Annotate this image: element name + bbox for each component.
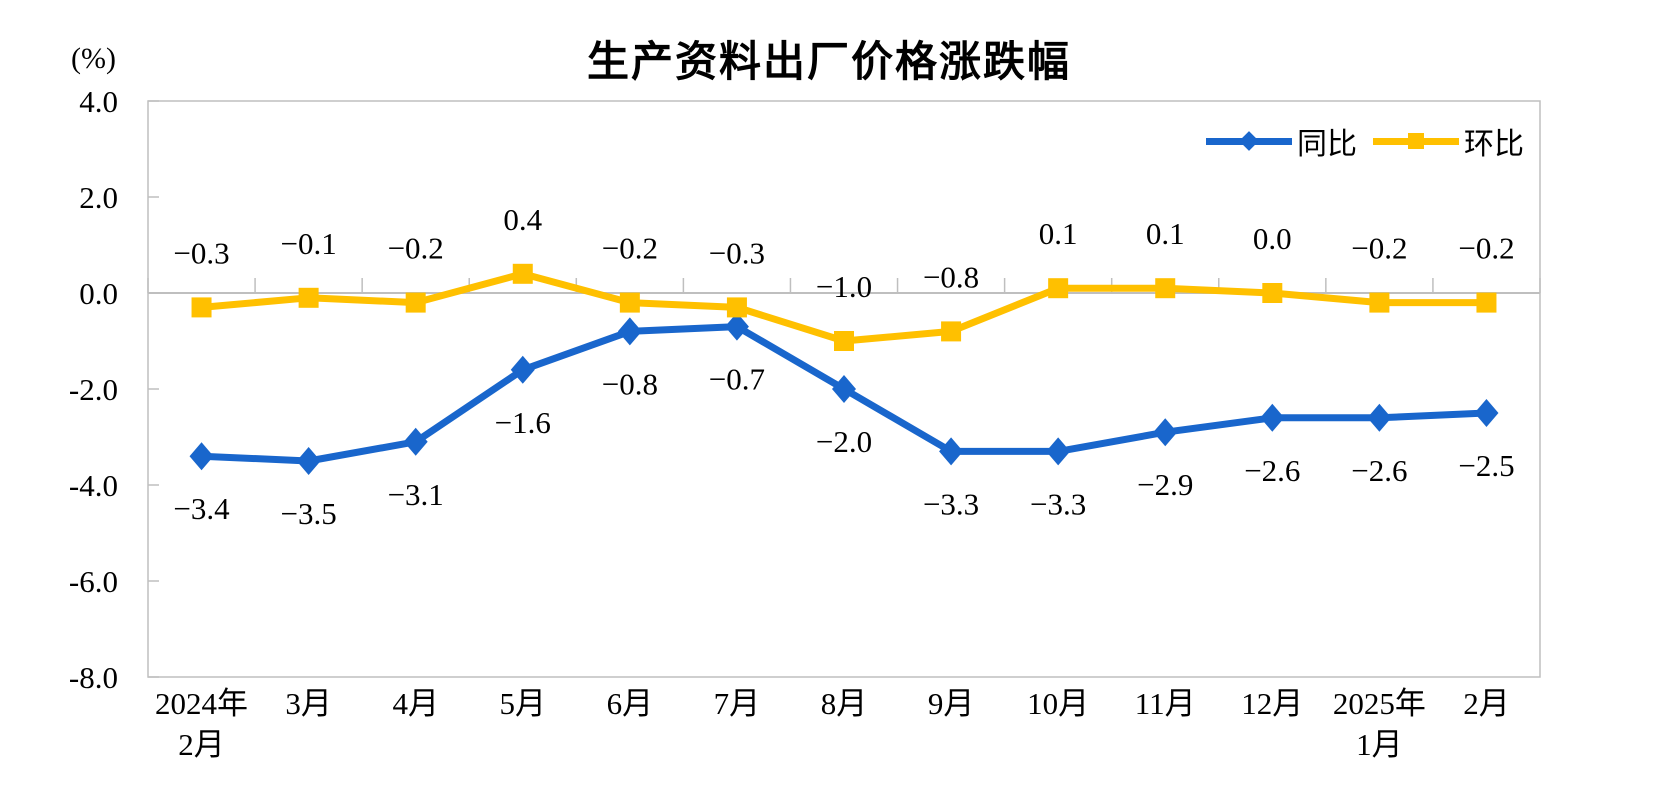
data-point-marker (189, 442, 214, 471)
data-point-marker (1153, 418, 1178, 447)
data-point-marker (1476, 292, 1497, 313)
y-tick-label: -6.0 (69, 564, 118, 599)
data-point-marker (1262, 283, 1283, 303)
mom-line-swatch (1373, 133, 1459, 149)
data-point-marker (510, 355, 535, 384)
legend-item-mom: 环比 (1373, 119, 1524, 163)
x-tick-label: 1月 (1356, 727, 1403, 762)
data-point-marker (832, 375, 856, 403)
data-point-marker (1048, 278, 1069, 299)
data-point-marker (1367, 403, 1392, 432)
y-tick-label: 4.0 (79, 84, 118, 119)
chart-title: 生产资料出厂价格涨跌幅 (586, 37, 1071, 86)
data-point-marker (1369, 292, 1390, 313)
data-label: −1.0 (816, 269, 872, 304)
data-label: −0.2 (602, 231, 658, 266)
data-label: −0.7 (709, 362, 765, 397)
data-point-marker (724, 312, 749, 341)
data-label: −0.8 (923, 259, 979, 294)
data-label: −2.6 (1351, 453, 1407, 488)
data-point-marker (619, 292, 640, 313)
x-tick-label: 10月 (1027, 686, 1089, 721)
x-tick-label: 7月 (714, 686, 761, 721)
y-tick-label: 0.0 (79, 276, 118, 311)
data-label: −0.3 (709, 235, 765, 270)
legend-item-yoy: 同比 (1206, 119, 1357, 163)
x-tick-label: 8月 (821, 686, 868, 721)
x-tick-label: 2025年 (1333, 686, 1426, 721)
data-point-marker (1046, 437, 1071, 466)
data-label: 0.4 (503, 202, 542, 237)
data-point-marker (1474, 399, 1499, 427)
data-point-marker (834, 331, 854, 351)
data-label: 0.1 (1146, 216, 1185, 251)
data-label: −3.1 (388, 477, 444, 512)
legend-label-yoy: 同比 (1297, 128, 1357, 161)
x-tick-label: 4月 (392, 686, 439, 721)
square-marker-icon (1408, 133, 1424, 149)
data-label: −2.0 (816, 424, 872, 459)
data-point-marker (298, 287, 319, 308)
yoy-line-swatch (1206, 131, 1292, 151)
data-point-marker (403, 427, 428, 456)
data-point-marker (296, 447, 321, 475)
data-point-marker (617, 317, 642, 346)
data-label: 0.0 (1253, 221, 1292, 256)
data-point-marker (1260, 403, 1285, 432)
x-tick-label: 12月 (1241, 686, 1303, 721)
x-tick-label: 2月 (178, 727, 225, 762)
x-tick-label: 2月 (1463, 686, 1510, 721)
x-tick-label: 11月 (1135, 686, 1196, 721)
data-label: −0.3 (173, 235, 229, 270)
data-point-marker (726, 297, 747, 318)
x-tick-label: 6月 (607, 686, 654, 721)
data-label: −0.2 (1458, 231, 1514, 266)
data-point-marker (405, 292, 426, 313)
data-label: −1.6 (495, 405, 551, 440)
data-point-marker (1155, 278, 1176, 299)
data-point-marker (191, 297, 212, 318)
data-label: 0.1 (1039, 216, 1078, 251)
x-tick-label: 2024年 (155, 686, 248, 721)
data-label: −3.3 (923, 486, 979, 521)
legend: 同比 环比 (1206, 124, 1524, 161)
x-tick-label: 9月 (928, 686, 975, 721)
y-axis-unit-label: (%) (71, 42, 116, 75)
data-label: −3.3 (1030, 486, 1086, 521)
legend-label-mom: 环比 (1464, 128, 1524, 161)
data-label: −0.2 (1351, 231, 1407, 266)
x-tick-label: 5月 (500, 686, 547, 721)
diamond-marker-icon (1239, 131, 1259, 151)
data-point-marker (512, 263, 533, 284)
data-point-marker (939, 437, 964, 466)
data-label: −3.4 (173, 491, 230, 526)
data-label: −2.5 (1458, 448, 1514, 483)
data-label: −0.1 (280, 226, 336, 261)
y-tick-label: 2.0 (79, 180, 118, 215)
y-tick-label: -8.0 (69, 660, 118, 695)
data-label: −2.6 (1244, 453, 1300, 488)
y-tick-label: -2.0 (69, 372, 118, 407)
y-tick-label: -4.0 (69, 468, 118, 503)
x-tick-label: 3月 (285, 686, 332, 721)
data-point-marker (941, 321, 962, 342)
data-label: −0.8 (602, 366, 658, 401)
data-label: −0.2 (388, 231, 444, 266)
data-label: −3.5 (280, 496, 336, 531)
data-label: −2.9 (1137, 467, 1193, 502)
